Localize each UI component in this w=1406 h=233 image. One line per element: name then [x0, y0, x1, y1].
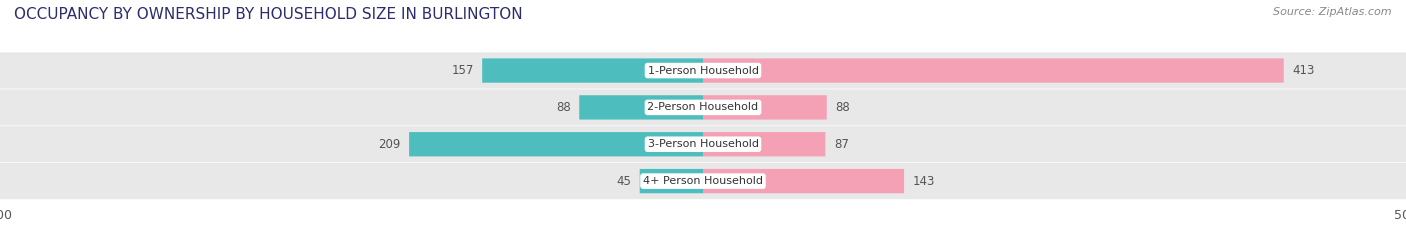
FancyBboxPatch shape: [703, 58, 1284, 83]
Text: 2-Person Household: 2-Person Household: [647, 102, 759, 112]
FancyBboxPatch shape: [579, 95, 703, 120]
Text: 88: 88: [557, 101, 571, 114]
Text: 413: 413: [1292, 64, 1315, 77]
Text: 45: 45: [616, 175, 631, 188]
FancyBboxPatch shape: [409, 132, 703, 156]
FancyBboxPatch shape: [0, 163, 1406, 199]
Text: 88: 88: [835, 101, 849, 114]
Text: OCCUPANCY BY OWNERSHIP BY HOUSEHOLD SIZE IN BURLINGTON: OCCUPANCY BY OWNERSHIP BY HOUSEHOLD SIZE…: [14, 7, 523, 22]
Text: 157: 157: [451, 64, 474, 77]
FancyBboxPatch shape: [0, 52, 1406, 89]
FancyBboxPatch shape: [703, 169, 904, 193]
Text: 3-Person Household: 3-Person Household: [648, 139, 758, 149]
Text: 143: 143: [912, 175, 935, 188]
FancyBboxPatch shape: [482, 58, 703, 83]
FancyBboxPatch shape: [0, 89, 1406, 125]
Text: 209: 209: [378, 138, 401, 151]
FancyBboxPatch shape: [0, 126, 1406, 162]
FancyBboxPatch shape: [640, 169, 703, 193]
Text: Source: ZipAtlas.com: Source: ZipAtlas.com: [1274, 7, 1392, 17]
Text: 4+ Person Household: 4+ Person Household: [643, 176, 763, 186]
FancyBboxPatch shape: [703, 95, 827, 120]
Text: 87: 87: [834, 138, 849, 151]
Text: 1-Person Household: 1-Person Household: [648, 65, 758, 75]
FancyBboxPatch shape: [703, 132, 825, 156]
